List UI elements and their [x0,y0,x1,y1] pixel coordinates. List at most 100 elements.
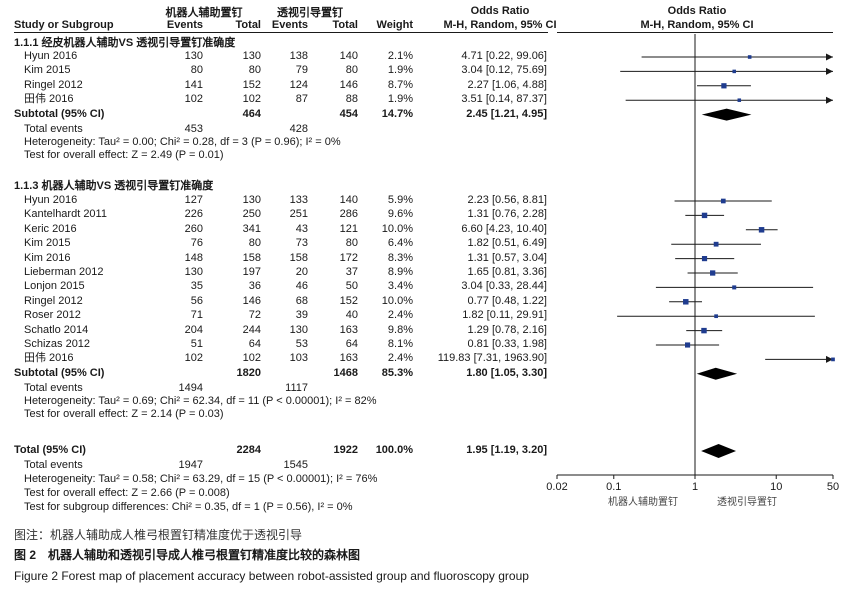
events1-header: Events [166,19,203,31]
x-axis-tick-label: 50 [827,481,839,493]
header-rule-right [557,32,833,33]
figure-title-en: Figure 2 Forest map of placement accurac… [14,569,529,583]
method-right-header: M-H, Random, 95% CI [640,19,754,31]
x-axis-tick-label: 1 [692,481,698,493]
weight-cell: 2.4% [387,352,413,365]
overall-total-events-label: Total events [24,459,83,471]
subgroup-1-title: 1.1.1 经皮机器人辅助VS 透视引导置钉准确度 [14,37,236,49]
subtotal-ci: 1.80 [1.05, 3.30] [466,366,547,379]
events1-cell: 141 [184,78,203,91]
ci-cell: 1.31 [0.57, 3.04] [467,251,547,264]
total2-cell: 121 [339,222,358,235]
events2-cell: 251 [289,208,308,221]
ci-cell: 3.04 [0.12, 75.69] [461,64,547,77]
total-events-e1: 453 [184,122,203,135]
total-t2: 1922 [333,444,358,456]
ci-cell: 6.60 [4.23, 10.40] [461,222,547,235]
total1-cell: 152 [242,78,261,91]
study-weight-square [701,212,708,219]
total2-cell: 40 [345,309,358,322]
ci-cell: 1.65 [0.81, 3.36] [467,266,547,278]
total2-cell: 37 [345,266,358,278]
subtotal-diamond [696,367,738,380]
total2-cell: 163 [339,323,358,336]
odds-ratio-right-header: Odds Ratio [667,5,727,17]
total1-cell: 36 [248,280,261,293]
total2-cell: 172 [339,251,358,264]
total1-cell: 244 [242,323,261,336]
events2-cell: 68 [295,294,308,307]
weight-cell: 9.8% [387,323,413,336]
study-name: Keric 2016 [24,222,77,235]
ci-cell: 119.83 [7.31, 1963.90] [437,352,547,365]
total-diamond [701,444,737,458]
events1-cell: 102 [184,93,203,106]
ci-cell: 2.27 [1.06, 4.88] [467,78,547,91]
study-column-header: Study or Subgroup [14,19,114,31]
events1-cell: 35 [190,280,203,293]
overall-total-events-e1: 1947 [178,459,203,471]
ci-cell: 1.82 [0.11, 29.91] [462,309,547,322]
events1-cell: 127 [184,194,203,206]
events1-cell: 71 [190,309,203,322]
events1-cell: 226 [184,208,203,221]
ci-arrow-right [826,96,833,104]
study-weight-square [732,285,737,290]
study-weight-square [713,241,719,247]
study-name: Schatlo 2014 [24,323,89,336]
heterogeneity-text: Heterogeneity: Tau² = 0.00; Chi² = 0.28,… [24,135,341,148]
weight-cell: 1.9% [387,93,413,106]
events1-cell: 76 [190,237,203,250]
total-t1: 2284 [236,444,261,456]
events1-cell: 130 [184,50,203,62]
study-weight-square [732,69,736,74]
study-name: Kim 2015 [24,237,71,250]
overall-total-events-e2: 1545 [283,459,308,471]
total1-cell: 102 [242,352,261,365]
total1-cell: 72 [248,309,261,322]
method-left-header: M-H, Random, 95% CI [443,19,557,31]
events1-cell: 260 [184,222,203,235]
study-name: Schizas 2012 [24,338,91,350]
total2-cell: 146 [339,78,358,91]
figure-note: 图注：机器人辅助成人椎弓根置钉精准度优于透视引导 [14,528,303,542]
study-weight-square [720,198,726,204]
total2-cell: 88 [345,93,358,106]
ci-cell: 2.23 [0.56, 8.81] [467,194,547,206]
study-name: 田伟 2016 [24,93,74,106]
events2-cell: 79 [295,64,308,77]
heterogeneity-text: Heterogeneity: Tau² = 0.69; Chi² = 62.34… [24,394,377,407]
forest-plot: 0.02 0.1 1 10 50 [546,34,839,493]
group1-header: 机器人辅助置钉 [165,7,243,19]
total1-cell: 158 [242,251,261,264]
ci-cell: 0.77 [0.48, 1.22] [467,294,547,307]
events1-cell: 51 [190,338,203,350]
total1-cell: 250 [242,208,261,221]
weight-cell: 2.1% [387,50,413,62]
subtotal-ci: 2.45 [1.21, 4.95] [466,107,547,120]
x-axis-tick-label: 0.02 [546,481,567,493]
total2-cell: 64 [345,338,358,350]
total2-cell: 80 [345,237,358,250]
study-weight-square [701,256,708,262]
total-events-label: Total events [24,122,83,135]
study-weight-square [758,227,765,233]
total2-cell: 140 [339,50,358,62]
subtotal-t1: 1820 [236,366,261,379]
ci-cell: 1.29 [0.78, 2.16] [467,323,547,336]
subtotal-weight: 85.3% [381,366,413,379]
ci-arrow-right [826,53,833,61]
study-name: Kantelhardt 2011 [24,208,107,221]
total2-cell: 50 [345,280,358,293]
subtotal-weight: 14.7% [381,107,413,120]
overall-effect-text: Test for overall effect: Z = 2.14 (P = 0… [24,407,224,420]
ci-arrow-right [826,355,833,363]
study-name: Ringel 2012 [24,294,83,307]
weight-cell: 9.6% [387,208,413,221]
study-name: Hyun 2016 [24,50,78,62]
study-name: Lieberman 2012 [24,266,104,278]
subgroup-differences-test: Test for subgroup differences: Chi² = 0.… [24,501,353,513]
total2-header: Total [332,19,358,31]
odds-ratio-left-header: Odds Ratio [470,5,530,17]
weight-header: Weight [376,19,413,31]
